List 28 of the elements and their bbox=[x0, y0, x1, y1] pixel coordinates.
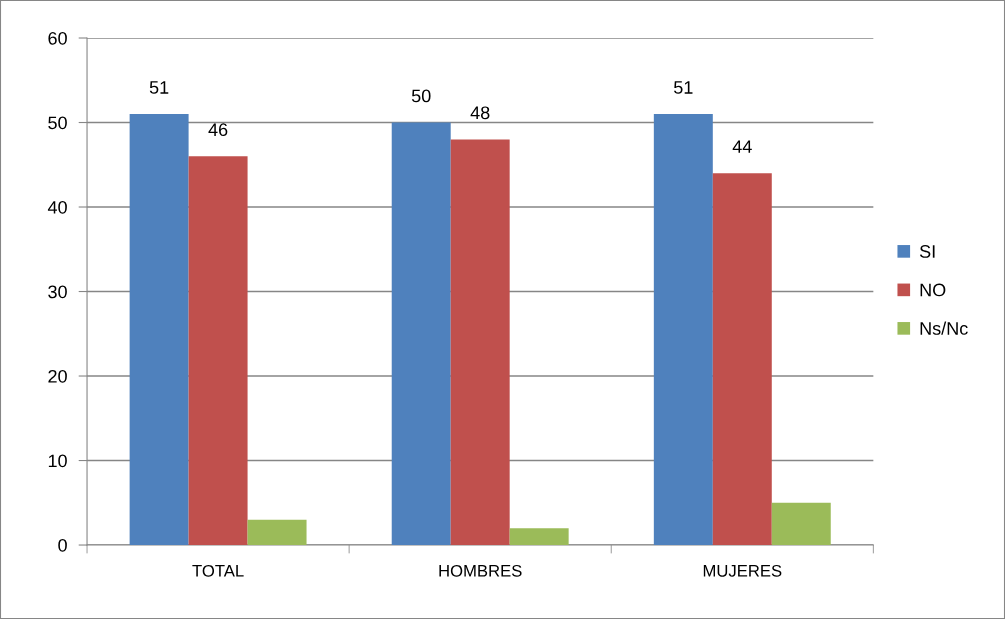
y-tick-label: 0 bbox=[58, 538, 67, 552]
y-tick-label: 20 bbox=[48, 369, 67, 383]
bar bbox=[391, 122, 451, 546]
y-tick-label: 10 bbox=[48, 454, 67, 468]
y-tick-label: 30 bbox=[48, 285, 67, 299]
bar bbox=[771, 502, 831, 546]
data-label: 48 bbox=[470, 106, 490, 120]
legend-label: SI bbox=[919, 245, 935, 258]
x-tick-label: HOMBRES bbox=[439, 564, 522, 577]
bar bbox=[450, 139, 510, 546]
legend-label: NO bbox=[920, 283, 946, 297]
y-tick-label: 60 bbox=[48, 31, 67, 45]
data-label: 46 bbox=[208, 123, 228, 137]
legend-label: Ns/Nc bbox=[920, 321, 968, 335]
bar bbox=[509, 528, 569, 546]
x-tick-label: MUJERES bbox=[703, 564, 782, 577]
data-label: 50 bbox=[411, 89, 431, 103]
bar bbox=[129, 114, 189, 546]
data-label: 51 bbox=[149, 81, 169, 94]
bar bbox=[712, 173, 772, 546]
x-tick-label: TOTAL bbox=[192, 564, 244, 577]
y-tick-label: 50 bbox=[48, 116, 67, 130]
bar bbox=[247, 519, 307, 546]
y-tick-label: 40 bbox=[47, 200, 67, 214]
bar bbox=[653, 114, 713, 546]
bar bbox=[188, 156, 248, 546]
data-label: 44 bbox=[732, 140, 752, 153]
data-label: 51 bbox=[674, 81, 693, 94]
